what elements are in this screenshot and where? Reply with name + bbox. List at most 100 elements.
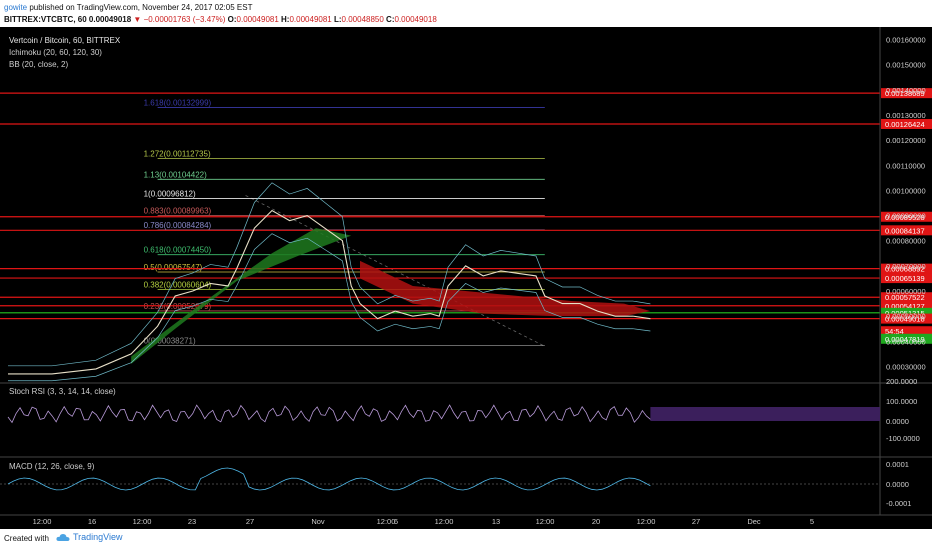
price-label-box	[881, 263, 932, 274]
stoch-rsi-pane[interactable]: 200.0000 100.0000 0.0000 -100.0000	[0, 377, 932, 443]
y-tick-label: 0.00110000	[886, 161, 925, 170]
author-link[interactable]: gowite	[4, 3, 28, 12]
y-tick-label: 0.00100000	[886, 186, 926, 195]
x-tick-label: Nov	[311, 517, 325, 526]
bb-lower-band	[8, 233, 651, 382]
x-tick-label: 12:00	[637, 517, 656, 526]
x-tick-label: 13	[492, 517, 500, 526]
y-tick-label: 0.00050000	[886, 312, 926, 321]
price-series	[8, 182, 651, 382]
price-label-text: 0.00084137	[885, 226, 925, 235]
macd-tick-label: 0.0000	[886, 480, 909, 489]
x-tick-label: 12:00	[133, 517, 152, 526]
macd-pane[interactable]: 0.0001 0.0000 -0.0001	[0, 456, 932, 508]
x-tick-label: 27	[246, 517, 254, 526]
open-label: O:	[227, 15, 237, 24]
stoch-rsi-k-line	[7, 404, 651, 424]
price-axis[interactable]: 0.00160000 0.00150000 0.00140000 0.00130000…	[879, 27, 926, 515]
open-value: 0.00049081	[236, 15, 279, 24]
y-tick-label: 0.00120000	[886, 136, 926, 145]
y-tick-label: 0.00140000	[886, 86, 926, 95]
x-tick-label: 6	[394, 517, 398, 526]
cloud-icon	[56, 533, 70, 541]
tradingview-logo[interactable]: TradingView	[56, 532, 123, 542]
rsi-tick-label: 200.0000	[886, 377, 917, 386]
fib-level-label: 0.786(0.00084284)	[144, 221, 212, 230]
x-tick-label: 5	[810, 517, 814, 526]
publish-line: gowite published on TradingView.com, Nov…	[4, 3, 252, 12]
chart-canvas[interactable]: 1.618(0.00132999) 1.272(0.00112735) 1.13(0…	[0, 27, 932, 529]
fib-level-label: 1(0.00096812)	[144, 189, 196, 198]
time-axis[interactable]: 12:00 16 12:00 23 27 Nov 12:006 12:00 13 12:00 20 1…	[0, 514, 932, 526]
rsi-band-fill	[650, 407, 880, 421]
fib-level-label: 0.618(0.00074450)	[144, 246, 212, 255]
fib-level-label: 1.272(0.00112735)	[144, 149, 211, 158]
price-label-box	[881, 313, 932, 324]
price-label-text: 0.00065139	[885, 274, 925, 283]
rsi-tick-label: -100.0000	[886, 434, 920, 443]
legend-ichimoku[interactable]: Ichimoku (20, 60, 120, 30)	[9, 48, 102, 57]
rsi-tick-label: 0.0000	[886, 417, 909, 426]
price-label-box	[881, 326, 932, 337]
ohlc-line: BITTREX:VTCBTC, 60 0.00049018 ▼ −0.00001…	[4, 15, 437, 24]
chart-area[interactable]: 1.618(0.00132999) 1.272(0.00112735) 1.13(0…	[0, 27, 932, 529]
publish-text: published on TradingView.com, November 2…	[29, 3, 253, 12]
price-label-box	[881, 300, 932, 311]
price-line	[8, 209, 651, 375]
close-value: 0.00049018	[394, 15, 437, 24]
fib-level-label: 0.883(0.00089963)	[144, 207, 212, 216]
price-label-text: 0.00047819	[885, 335, 925, 344]
price-label-box	[881, 118, 932, 129]
y-tick-label: 0.00130000	[886, 111, 926, 120]
x-tick-label: 27	[692, 517, 700, 526]
x-tick-label: 12:00	[33, 517, 52, 526]
chart-legend-title: Vertcoin / Bitcoin, 60, BITTREX	[9, 36, 121, 45]
price-label-box	[881, 292, 932, 303]
price-label-box	[881, 88, 932, 99]
cloud-green	[131, 228, 352, 364]
x-tick-label: 12:00	[536, 517, 555, 526]
price-label-box	[881, 333, 932, 344]
price-label-box	[881, 211, 932, 222]
high-value: 0.00049081	[289, 15, 332, 24]
macd-line	[7, 467, 651, 491]
chart-header: gowite published on TradingView.com, Nov…	[0, 0, 932, 27]
fib-level-label: 1.618(0.00132999)	[144, 98, 212, 107]
fib-trend-line[interactable]	[245, 195, 545, 347]
price-label-text: 0.00126424	[885, 120, 925, 129]
y-tick-label: 0.00040000	[886, 337, 926, 346]
footer: Created with TradingView	[0, 529, 932, 550]
price-label-box	[881, 273, 932, 284]
y-tick-label: 0.00150000	[886, 61, 926, 70]
price-label-text: 0.00051315	[885, 309, 925, 318]
macd-tick-label: 0.0001	[886, 460, 909, 469]
high-label: H:	[281, 15, 290, 24]
price-label-text: 0.00068892	[885, 265, 925, 274]
x-tick-label: Dec	[747, 517, 761, 526]
ichimoku-cloud	[131, 228, 651, 364]
price-label-text: 0.00057522	[885, 293, 925, 302]
tradingview-brand: TradingView	[73, 532, 123, 542]
last-price: 0.00049018	[88, 15, 132, 24]
stoch-rsi-title[interactable]: Stoch RSI (3, 3, 14, 14, close)	[9, 387, 116, 396]
created-with-text: Created with	[4, 534, 49, 543]
price-label-text: 0.00049018	[885, 315, 925, 324]
legend-bb[interactable]: BB (20, close, 2)	[9, 60, 68, 69]
price-change: −0.00001763 (−3.47%)	[143, 15, 226, 24]
rsi-tick-label: 100.0000	[886, 397, 917, 406]
price-label-text: 54:54	[885, 327, 904, 336]
price-label-text: 0.00089528	[885, 213, 925, 222]
y-tick-label: 0.00030000	[886, 362, 926, 371]
fib-level-label: 0.236(0.00052079)	[144, 302, 212, 311]
close-label: C:	[386, 15, 395, 24]
price-label-text: 0.00054127	[885, 302, 925, 311]
y-tick-label: 0.00070000	[886, 262, 926, 271]
x-tick-label: 16	[88, 517, 96, 526]
price-label-text: 0.00138689	[885, 89, 925, 98]
fib-level-label: 0(0.00038271)	[144, 337, 196, 346]
price-label-box	[881, 225, 932, 236]
y-tick-label: 0.00160000	[886, 36, 926, 45]
macd-tick-label: -0.0001	[886, 499, 911, 508]
price-label-box	[881, 307, 932, 318]
macd-title[interactable]: MACD (12, 26, close, 9)	[9, 462, 95, 471]
